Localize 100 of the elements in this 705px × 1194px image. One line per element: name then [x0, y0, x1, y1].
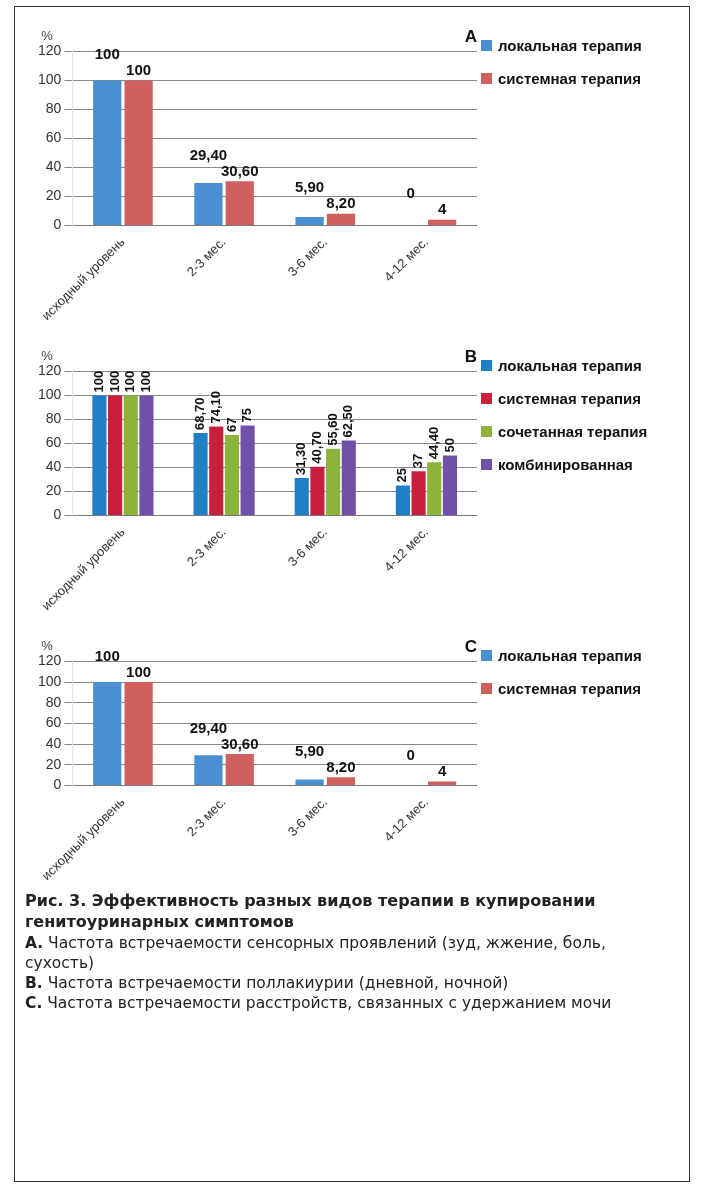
data-label: 62,50 — [340, 404, 356, 438]
legend-label: сочетанная терапия — [498, 423, 648, 440]
bar — [295, 217, 324, 226]
chart-title: C — [464, 636, 477, 656]
y-axis-title: % — [41, 348, 54, 364]
data-label: 100 — [94, 646, 120, 664]
legend-label: системная терапия — [498, 390, 642, 407]
text: Рис. 3. Эффективность разных видов терапии в купировании генитоуринарных симптомов — [25, 891, 597, 933]
y-tick-label: 40 — [45, 458, 62, 475]
y-axis-title: % — [41, 28, 54, 44]
data-label: 100 — [122, 370, 138, 393]
data-label: 0 — [406, 746, 415, 764]
data-label: 68,70 — [192, 397, 208, 431]
data-label: 100 — [106, 370, 122, 393]
y-tick-label: 80 — [45, 693, 62, 710]
y-tick-label: 120 — [38, 42, 62, 59]
x-tick-label: 2-3 мес. — [183, 794, 229, 840]
data-label: 29,40 — [189, 718, 228, 736]
legend-label: комбинированная — [498, 456, 633, 473]
data-label: 25 — [394, 468, 410, 483]
bar — [224, 435, 239, 516]
chart-title: B — [464, 346, 477, 366]
bar — [427, 781, 457, 786]
y-tick-label: 100 — [38, 386, 62, 403]
data-label: 50 — [441, 438, 457, 453]
bar — [124, 682, 153, 786]
data-label: 100 — [91, 370, 106, 393]
data-label: 5,90 — [294, 741, 325, 759]
y-tick-label: 60 — [45, 434, 62, 451]
bar — [411, 471, 426, 516]
bar — [225, 181, 254, 226]
bar — [124, 80, 153, 226]
x-tick-label: 3-6 мес. — [284, 794, 330, 840]
y-tick-label: 20 — [45, 187, 62, 204]
bar — [139, 395, 154, 516]
bar — [225, 753, 254, 786]
x-tick-label: 2-3 мес. — [183, 524, 229, 570]
y-tick-label: 100 — [38, 672, 62, 689]
data-label: 74,10 — [207, 391, 223, 424]
y-tick-label: 80 — [45, 410, 62, 427]
bar — [326, 448, 341, 516]
y-tick-label: 120 — [38, 652, 62, 669]
data-label: 67 — [223, 417, 239, 433]
y-tick-label: 20 — [45, 482, 62, 499]
data-label: 75 — [239, 408, 255, 423]
bar — [240, 425, 255, 516]
bar — [93, 682, 122, 786]
data-label: 100 — [126, 662, 152, 680]
x-tick-label: 3-6 мес. — [284, 524, 330, 570]
y-tick-label: 0 — [53, 776, 62, 793]
text: C. Частота встречаемости расстройств, связанных с удержанием мочи — [25, 994, 612, 1013]
data-label: 4 — [437, 762, 447, 780]
data-label: 100 — [138, 370, 154, 393]
legend-label: локальная терапия — [498, 357, 642, 374]
x-tick-label: 2-3 мес. — [183, 234, 229, 280]
y-tick-label: 40 — [45, 735, 62, 752]
data-label: 40,70 — [309, 431, 324, 464]
y-tick-label: 20 — [45, 755, 62, 772]
data-label: 30,60 — [221, 161, 259, 179]
data-label: 100 — [94, 45, 120, 63]
bar — [395, 485, 410, 516]
x-tick-label: 4-12 мес. — [380, 524, 432, 575]
data-label: 29,40 — [189, 145, 228, 163]
bar — [108, 395, 123, 516]
y-tick-label: 100 — [38, 71, 62, 88]
bar — [194, 182, 223, 226]
bar — [427, 219, 457, 226]
y-tick-label: 60 — [45, 714, 62, 731]
y-axis-title: % — [41, 638, 54, 654]
data-label: 100 — [126, 61, 152, 79]
data-label: 0 — [406, 184, 415, 202]
data-label: 37 — [410, 453, 426, 469]
bar — [92, 395, 107, 516]
bar — [326, 213, 356, 226]
data-label: 30,60 — [221, 734, 259, 752]
bar — [341, 440, 356, 516]
data-label: 8,20 — [326, 194, 356, 212]
x-tick-label: 3-6 мес. — [284, 234, 330, 280]
legend-label: локальная терапия — [498, 37, 642, 54]
y-tick-label: 60 — [45, 129, 62, 146]
x-tick-label: 4-12 мес. — [380, 234, 432, 285]
x-tick-label: 4-12 мес. — [380, 794, 432, 845]
bar — [209, 426, 224, 516]
legend-label: системная терапия — [498, 680, 642, 697]
y-tick-label: 120 — [38, 362, 62, 379]
y-tick-label: 0 — [53, 216, 62, 233]
bar — [193, 433, 208, 516]
data-label: 55,60 — [324, 413, 340, 446]
bar — [123, 395, 138, 516]
bar — [194, 755, 223, 786]
y-tick-label: 0 — [53, 506, 62, 523]
y-tick-label: 40 — [45, 158, 62, 175]
bar — [294, 478, 309, 516]
chart-title: A — [464, 26, 477, 46]
legend-label: системная терапия — [498, 70, 642, 87]
text: B. Частота встречаемости поллакиурии (дневной, ночной) — [25, 973, 509, 992]
bar — [295, 779, 324, 786]
data-label: 31,30 — [293, 442, 309, 475]
bar — [93, 80, 122, 226]
text: A. Частота встречаемости сенсорных проявлений (зуд, жжение, боль, сухость) — [25, 933, 606, 972]
